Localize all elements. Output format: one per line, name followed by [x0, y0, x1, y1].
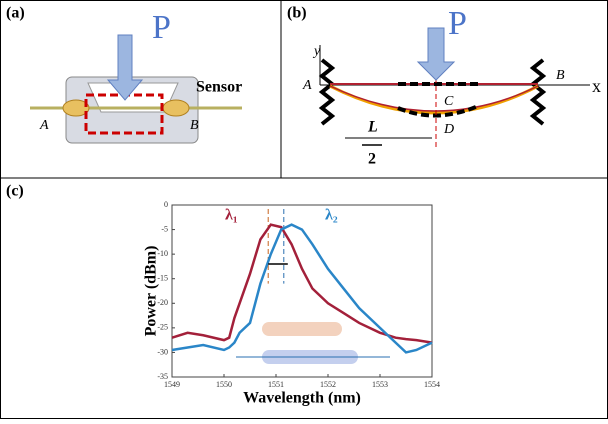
clamp: [529, 58, 547, 126]
plot-area: [171, 204, 433, 378]
end-label: A: [39, 118, 49, 133]
end-label: A: [302, 78, 312, 93]
series-line: [171, 223, 433, 354]
x-tick-label: 1554: [424, 380, 440, 389]
end-label: B: [556, 68, 565, 83]
x-tick-label: 1553: [372, 380, 388, 389]
sensor-label: Sensor: [196, 79, 242, 96]
x-tick-label: 1551: [268, 380, 284, 389]
y-tick-label: -20: [157, 298, 168, 307]
x-tick-label: 1552: [320, 380, 336, 389]
end-label: B: [190, 118, 199, 133]
clamp: [62, 99, 90, 117]
chart: 1549 1550 1551 1552 1553 1554 -35 -30 -25 -20 -15 -…: [143, 200, 440, 407]
panel-label: (c): [6, 183, 24, 200]
y-axis-label: Power (dBm): [143, 246, 160, 337]
panel-label: (a): [6, 5, 25, 22]
y-tick-label: -5: [161, 224, 168, 233]
force-label: P: [448, 5, 467, 42]
force-label: P: [152, 9, 171, 46]
point-label: D: [443, 122, 454, 137]
legend-label: λ₂: [325, 207, 338, 224]
y-tick-label: -30: [157, 347, 168, 356]
axis-label: y: [312, 44, 321, 59]
x-axis-label: Wavelength (nm): [243, 390, 361, 407]
clamp: [162, 99, 190, 117]
beam-deflected: [329, 84, 539, 115]
y-tick-label: -25: [157, 323, 168, 332]
beam-deflected: [329, 85, 539, 112]
x-tick-label: 1550: [216, 380, 232, 389]
legend-label: λ₁: [225, 207, 238, 224]
y-tick-label: -10: [157, 249, 168, 258]
clamp: [318, 58, 336, 126]
force-arrow: [106, 34, 144, 101]
panel-label: (b): [287, 5, 307, 22]
force-arrow: [416, 27, 456, 81]
y-tick-label: -15: [157, 274, 168, 283]
y-tick-label: -35: [157, 372, 168, 381]
y-tick-label: 0: [164, 200, 168, 209]
axis-label: x: [592, 76, 601, 96]
length-label: L: [367, 119, 378, 136]
grating: [397, 104, 479, 118]
inset-grating: [262, 322, 342, 336]
length-label: 2: [368, 151, 376, 168]
point-label: C: [444, 94, 454, 109]
x-tick-label: 1549: [164, 380, 180, 389]
